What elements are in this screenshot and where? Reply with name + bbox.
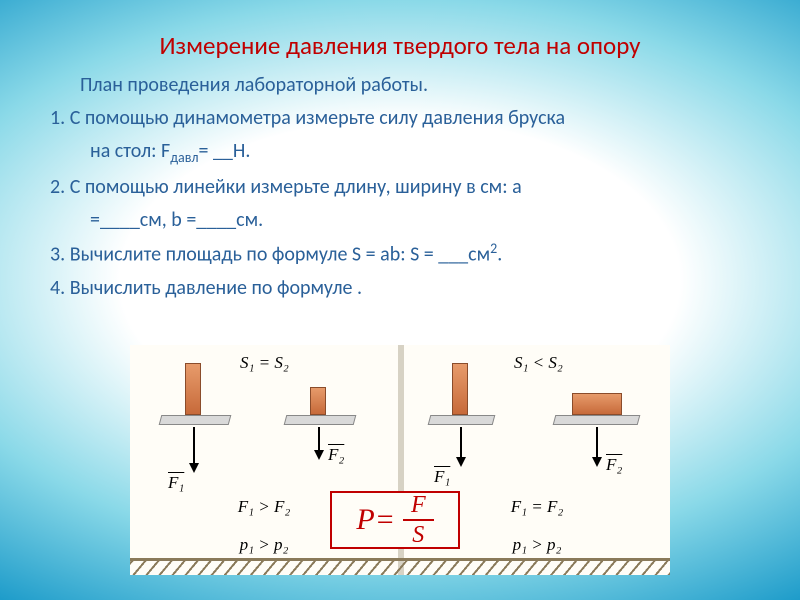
surface-plate [284,415,357,425]
surface-plate [553,415,641,425]
formula-numerator: F [403,493,434,521]
step-2-line-2: =____см, b =____см. [90,207,750,234]
brick-icon [452,363,468,415]
physics-diagram: S₁ = S₂ F₁ F₂ F₁ > F₂ p₁ > p₂ S₁ < S₂ F₁… [130,345,670,575]
force-label-f1-right: F₁ [434,467,450,487]
surface-plate [428,415,496,425]
force-arrow [318,427,320,452]
pressure-formula: P = F S [330,491,460,549]
step-1b-suffix: = __Н. [198,139,250,163]
step-1-line-2: на стол: Fдавл= __Н. [90,138,750,168]
step-3-prefix: 3. Вычислите площадь по формуле S = ab: … [50,243,490,267]
s-relation-left: S₁ = S₂ [240,353,289,373]
step-1b-prefix: на стол: F [90,139,170,163]
formula-denominator: S [412,521,424,547]
force-label-f1-left: F₁ [168,473,184,493]
force-arrow-head [189,463,199,473]
brick-icon [572,393,622,415]
formula-p: P [356,503,374,537]
s-relation-right: S₁ < S₂ [514,353,563,373]
step-2-line-1: 2. С помощью линейки измерьте длину, шир… [50,174,750,201]
force-label-f2-right: F₂ [606,455,622,475]
formula-eq: = [375,503,395,537]
brick-icon [185,363,201,415]
force-arrow-head [592,457,602,467]
step-3-suffix: . [497,243,502,267]
step-1b-sub: давл [170,149,198,166]
force-arrow [460,427,462,459]
formula-fraction: F S [403,493,434,547]
step-1-line-1: 1. С помощью динамометра измерьте силу д… [50,105,750,132]
force-arrow [193,427,195,465]
force-arrow-head [314,450,324,460]
force-label-f2-left: F₂ [328,445,344,465]
step-4: 4. Вычислить давление по формуле . [50,275,750,302]
plan-heading: План проведения лабораторной работы. [80,73,750,97]
step-3: 3. Вычислите площадь по формуле S = ab: … [50,240,750,269]
force-arrow [596,427,598,459]
slide-title: Измерение давления твердого тела на опор… [50,30,750,61]
surface-plate [159,415,232,425]
force-arrow-head [456,457,466,467]
brick-icon [310,387,326,415]
